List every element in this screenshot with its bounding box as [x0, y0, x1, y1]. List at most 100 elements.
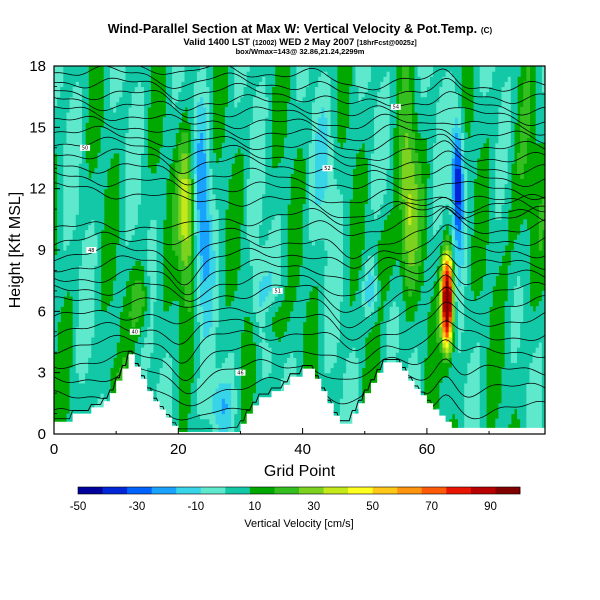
field-cell	[206, 147, 210, 154]
field-cell	[141, 301, 145, 307]
field-cell	[85, 393, 89, 399]
field-cell	[193, 316, 198, 323]
field-cell	[78, 158, 83, 164]
field-cell	[293, 106, 297, 113]
field-cell	[165, 377, 170, 384]
field-cell	[252, 398, 257, 404]
field-cell	[274, 270, 279, 277]
field-cell	[249, 224, 254, 231]
field-cell	[228, 326, 232, 333]
field-cell	[125, 147, 130, 154]
field-cell	[178, 214, 183, 220]
field-cell	[228, 122, 232, 128]
field-cell	[128, 86, 133, 93]
field-cell	[57, 178, 61, 185]
field-cell	[333, 367, 338, 374]
field-cell	[122, 209, 127, 215]
field-cell	[66, 147, 71, 154]
field-cell	[212, 372, 217, 379]
field-cell	[78, 71, 83, 77]
field-cell	[268, 183, 273, 190]
field-cell	[271, 367, 276, 374]
field-cell	[159, 234, 164, 241]
field-cell	[228, 398, 232, 404]
field-cell	[336, 234, 341, 241]
field-cell	[200, 270, 204, 277]
field-cell	[243, 296, 248, 302]
field-cell	[81, 321, 86, 328]
field-cell	[215, 265, 220, 272]
field-cell	[203, 393, 207, 399]
field-cell	[141, 229, 145, 236]
field-cell	[299, 311, 304, 318]
field-cell	[193, 428, 198, 434]
field-cell	[159, 168, 164, 174]
field-cell	[137, 127, 142, 134]
field-cell	[119, 112, 123, 118]
field-cell	[141, 76, 145, 82]
field-cell	[69, 285, 74, 292]
field-cell	[315, 224, 319, 231]
field-cell	[218, 285, 223, 292]
field-cell	[81, 377, 86, 384]
field-cell	[333, 168, 338, 174]
field-cell	[305, 250, 310, 256]
field-cell	[190, 428, 195, 434]
field-cell	[324, 311, 329, 318]
field-cell	[78, 347, 83, 353]
field-cell	[57, 81, 61, 88]
field-cell	[255, 204, 260, 210]
field-cell	[69, 91, 74, 98]
field-cell	[134, 193, 139, 200]
field-cell	[85, 336, 89, 343]
field-cell	[122, 163, 127, 169]
field-cell	[255, 316, 260, 323]
field-cell	[150, 280, 155, 287]
field-cell	[128, 250, 133, 256]
field-cell	[209, 403, 214, 410]
field-cell	[265, 86, 270, 93]
field-cell	[72, 204, 77, 210]
field-cell	[125, 270, 130, 277]
field-cell	[88, 270, 92, 277]
field-cell	[116, 296, 120, 302]
field-cell	[75, 377, 80, 384]
field-cell	[147, 81, 151, 88]
field-cell	[184, 280, 189, 287]
field-cell	[333, 250, 338, 256]
field-cell	[57, 101, 61, 108]
field-cell	[252, 290, 257, 297]
field-cell	[336, 331, 341, 338]
field-cell	[165, 173, 170, 180]
field-cell	[116, 306, 120, 312]
field-cell	[175, 168, 179, 174]
field-cell	[60, 219, 64, 226]
field-cell	[172, 86, 176, 93]
field-cell	[302, 239, 307, 246]
field-cell	[271, 377, 276, 384]
field-cell	[106, 336, 111, 343]
field-cell	[150, 331, 155, 338]
field-cell	[122, 96, 127, 103]
field-cell	[184, 301, 189, 307]
field-cell	[330, 377, 335, 384]
field-cell	[224, 403, 229, 410]
field-cell	[234, 357, 238, 364]
field-cell	[193, 367, 198, 374]
field-cell	[265, 178, 270, 185]
field-cell	[144, 132, 148, 139]
field-cell	[69, 280, 74, 287]
field-cell	[333, 152, 338, 159]
field-cell	[330, 198, 335, 205]
field-cell	[283, 173, 288, 180]
field-cell	[106, 388, 111, 394]
field-cell	[193, 250, 198, 256]
field-cell	[88, 193, 92, 200]
field-cell	[100, 357, 105, 364]
field-cell	[141, 250, 145, 256]
field-cell	[243, 239, 248, 246]
field-cell	[240, 86, 245, 93]
field-cell	[228, 423, 232, 430]
field-cell	[162, 188, 167, 195]
field-cell	[134, 306, 139, 312]
